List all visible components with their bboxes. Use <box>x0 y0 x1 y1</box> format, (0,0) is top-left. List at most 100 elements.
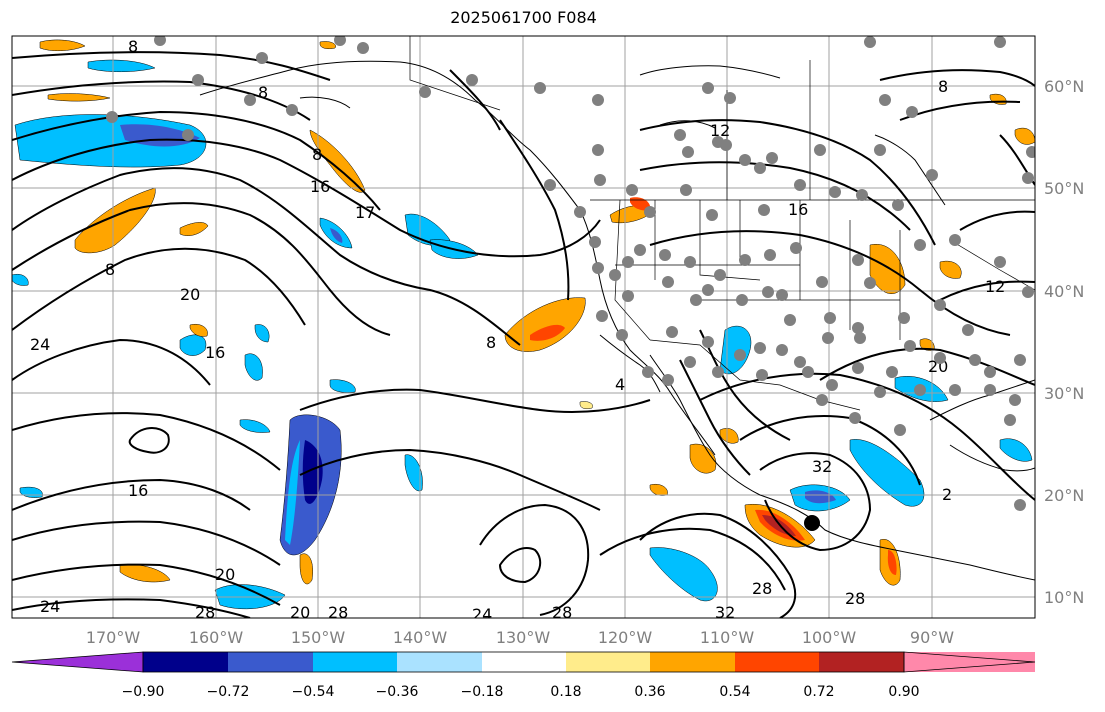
station-marker-icon <box>914 239 926 251</box>
station-marker-icon <box>758 204 770 216</box>
station-marker-icon <box>856 189 868 201</box>
lon-label: 90°W <box>910 628 954 647</box>
station-marker-icon <box>154 36 166 46</box>
lon-label: 130°W <box>496 628 551 647</box>
lat-label: 60°N <box>1044 77 1084 96</box>
station-marker-icon <box>192 74 204 86</box>
station-marker-icon <box>934 352 946 364</box>
station-marker-icon <box>1004 414 1016 426</box>
station-marker-icon <box>826 379 838 391</box>
station-marker-icon <box>852 362 864 374</box>
station-marker-icon <box>994 36 1006 48</box>
station-marker-icon <box>724 92 736 104</box>
station-marker-icon <box>714 269 726 281</box>
station-marker-icon <box>544 179 556 191</box>
station-marker-icon <box>984 384 996 396</box>
graticule <box>12 36 1035 618</box>
station-marker-icon <box>849 412 861 424</box>
station-marker-icon <box>894 424 906 436</box>
contour-labels: 8 8 8 12 16 16 16 16 17 20 20 20 24 24 2… <box>30 37 1005 624</box>
station-marker-icon <box>244 94 256 106</box>
station-marker-icon <box>906 106 918 118</box>
station-marker-icon <box>662 374 674 386</box>
lon-label: 110°W <box>700 628 755 647</box>
station-marker-icon <box>852 322 864 334</box>
lat-label: 50°N <box>1044 179 1084 198</box>
lat-label: 30°N <box>1044 384 1084 403</box>
contour-label: 32 <box>715 603 735 622</box>
station-marker-icon <box>690 294 702 306</box>
station-marker-icon <box>962 324 974 336</box>
station-marker-icon <box>736 294 748 306</box>
station-marker-icon <box>702 336 714 348</box>
station-marker-icon <box>852 254 864 266</box>
station-marker-icon <box>616 329 628 341</box>
latitude-labels: 60°N 50°N 40°N 30°N 20°N 10°N <box>1044 77 1084 607</box>
station-marker-icon <box>642 366 654 378</box>
station-marker-icon <box>684 256 696 268</box>
station-marker-icon <box>702 284 714 296</box>
lat-label: 40°N <box>1044 282 1084 301</box>
station-marker-icon <box>739 254 751 266</box>
station-marker-icon <box>864 36 876 48</box>
contour-label: 24 <box>30 335 50 354</box>
station-marker-icon <box>357 42 369 54</box>
colorbar-tick: −0.72 <box>207 684 250 700</box>
location-marker-icon <box>804 515 820 531</box>
colorbar-frame <box>142 651 905 673</box>
contour-label: 17 <box>355 203 375 222</box>
station-marker-icon <box>829 186 841 198</box>
station-marker-icon <box>1014 499 1026 511</box>
lon-label: 140°W <box>393 628 448 647</box>
station-marker-icon <box>984 366 996 378</box>
station-marker-icon <box>904 340 916 352</box>
contour-lines <box>12 51 1035 618</box>
contour-label: 8 <box>258 83 268 102</box>
colorbar-segment <box>566 652 650 672</box>
contour-label: 16 <box>128 481 148 500</box>
contour-label: 16 <box>788 200 808 219</box>
contour-label: 2 <box>942 485 952 504</box>
colorbar-segment <box>735 652 819 672</box>
contour-label: 8 <box>312 145 322 164</box>
station-marker-icon <box>886 366 898 378</box>
colorbar-tick: 0.18 <box>550 684 581 700</box>
station-marker-icon <box>879 94 891 106</box>
contour-label: 8 <box>938 77 948 96</box>
station-marker-icon <box>589 236 601 248</box>
contour-label: 28 <box>752 579 772 598</box>
station-marker-icon <box>622 290 634 302</box>
station-marker-icon <box>666 326 678 338</box>
colorbar-segment <box>397 652 482 672</box>
station-marker-icon <box>762 286 774 298</box>
station-marker-icon <box>609 269 621 281</box>
station-marker-icon <box>816 394 828 406</box>
colorbar-extend-low <box>11 651 144 673</box>
station-marker-icon <box>634 244 646 256</box>
station-marker-icon <box>574 206 586 218</box>
station-marker-icon <box>949 384 961 396</box>
station-marker-icon <box>596 310 608 322</box>
lon-label: 120°W <box>598 628 653 647</box>
station-marker-icon <box>822 332 834 344</box>
station-marker-icon <box>949 234 961 246</box>
contour-label: 20 <box>215 565 235 584</box>
station-marker-icon <box>864 277 876 289</box>
station-marker-icon <box>720 139 732 151</box>
station-marker-icon <box>734 349 746 361</box>
station-marker-icon <box>802 366 814 378</box>
station-marker-icon <box>854 332 866 344</box>
contour-label: 8 <box>128 37 138 56</box>
contour-label: 32 <box>812 457 832 476</box>
shaded-field-positive <box>39 39 1035 586</box>
station-marker-icon <box>106 111 118 123</box>
colorbar-tick: −0.18 <box>461 684 504 700</box>
contour-label: 24 <box>472 605 492 624</box>
station-marker-icon <box>1026 146 1035 158</box>
station-marker-icon <box>776 289 788 301</box>
station-marker-icon <box>466 74 478 86</box>
colorbar-tick: 0.90 <box>888 684 919 700</box>
station-marker-icon <box>644 206 656 218</box>
station-marker-icon <box>766 152 778 164</box>
